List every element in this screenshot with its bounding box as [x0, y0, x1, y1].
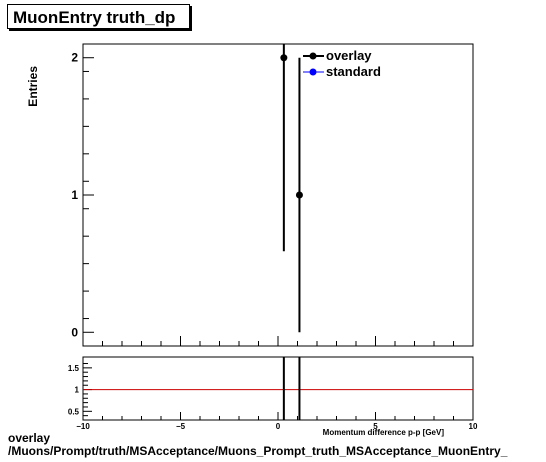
plot-title: MuonEntry truth_dp	[7, 4, 190, 29]
main-x-axis-ticks	[82, 336, 474, 346]
main-y-tick-label: 2	[71, 51, 78, 65]
main-y-tick-label: 1	[71, 188, 78, 202]
ratio-x-tick-label: −5	[176, 422, 186, 431]
ratio-plot-frame	[82, 356, 474, 421]
legend-overlay-label: overlay	[326, 48, 372, 63]
main-y-axis: 0 1 2	[71, 43, 94, 339]
ratio-y-tick-label: 1.5	[68, 364, 80, 373]
main-y-tick-label: 0	[71, 325, 78, 339]
ratio-x-tick-label: 5	[373, 422, 378, 431]
footer: overlay /Muons/Prompt/truth/MSAcceptance…	[8, 432, 507, 458]
footer-line-1: overlay	[8, 431, 51, 445]
overlay-data-point	[295, 191, 303, 199]
legend: overlay standard	[303, 48, 381, 79]
legend-standard-label: standard	[326, 64, 381, 79]
main-data-marks	[280, 44, 303, 333]
ratio-y-tick-label: 1	[75, 386, 80, 395]
ratio-x-tick-label: 0	[276, 422, 281, 431]
ratio-x-axis: −10 −5 0 5 10	[76, 412, 478, 431]
main-y-axis-label: Entries	[26, 66, 40, 107]
ratio-data-marks	[83, 357, 473, 420]
ratio-x-axis-label: Momentum difference p-p [GeV]	[323, 428, 445, 437]
ratio-x-tick-label: −10	[76, 422, 90, 431]
legend-overlay-marker	[309, 52, 317, 60]
overlay-data-point	[280, 54, 288, 62]
legend-standard-marker	[309, 68, 317, 76]
footer-line-2: /Muons/Prompt/truth/MSAcceptance/Muons_P…	[8, 444, 508, 458]
main-plot-frame	[82, 43, 474, 347]
ratio-y-tick-label: 0.5	[68, 407, 80, 416]
ratio-x-tick-label: 10	[469, 422, 478, 431]
